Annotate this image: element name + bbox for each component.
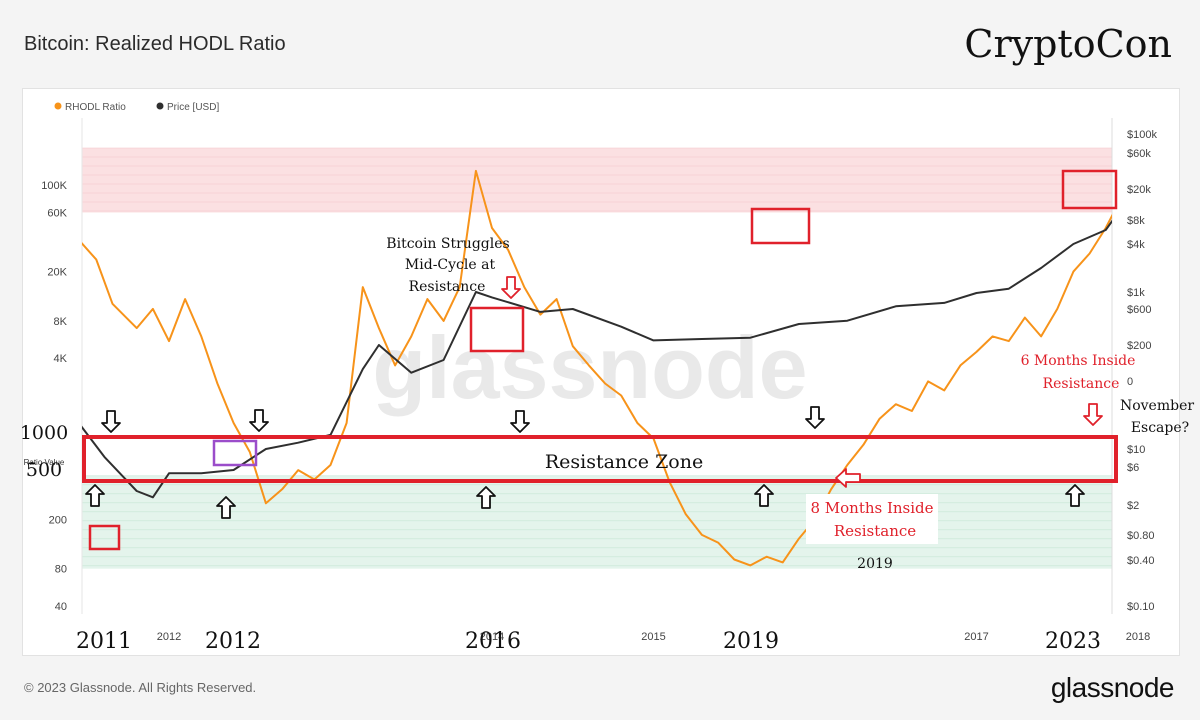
resistance-zone-box (82, 435, 1118, 483)
ratio-value-label: Ratio Value (24, 458, 65, 467)
right-tick-label: $10 (1127, 444, 1145, 456)
eight-months-annotation: 8 Months Inside Resistance (806, 494, 938, 544)
red-down-arrow (501, 276, 521, 299)
highlight-box-2023 (1061, 169, 1118, 210)
left-axis: 40 80 200 4K 8K 20K 60K 100K (41, 180, 67, 613)
year-label-large: 2011 (76, 629, 132, 654)
year-2019-small: 2019 (857, 556, 893, 572)
right-tick-label: $100k (1127, 129, 1157, 141)
large-left-labels: 1000 500 (20, 422, 68, 481)
november-line-1: November (1120, 398, 1194, 414)
price-series-line (82, 219, 1112, 499)
right-tick-label: $20k (1127, 184, 1151, 196)
down-arrow (510, 410, 530, 433)
year-label-large: 2023 (1045, 629, 1101, 654)
cryptocon-logo: CryptoCon (964, 22, 1172, 66)
left-tick-label: 100K (41, 180, 67, 192)
x-tick-label: 2012 (157, 631, 181, 643)
six-months-line-1: 6 Months Inside (1021, 353, 1136, 369)
six-months-annotation: 6 Months Inside Resistance (1021, 353, 1136, 392)
year-label-large: 2019 (723, 629, 779, 654)
copyright-text: © 2023 Glassnode. All Rights Reserved. (24, 680, 257, 695)
right-tick-label: $8k (1127, 215, 1145, 227)
left-tick-label: 8K (54, 316, 68, 328)
right-tick-label: $0.40 (1127, 555, 1155, 567)
up-arrow (1065, 484, 1085, 507)
struggles-line-2: Mid-Cycle at (405, 257, 496, 273)
right-tick-label: $6 (1127, 462, 1139, 474)
down-arrow (249, 409, 269, 432)
left-tick-label-large: 500 (26, 459, 62, 481)
up-arrow (216, 496, 236, 519)
right-tick-label: 0 (1127, 376, 1133, 388)
up-arrow (476, 486, 496, 509)
legend-rhodl-swatch (54, 102, 62, 110)
legend-price-label: Price [USD] (167, 102, 219, 113)
down-arrow (101, 410, 121, 433)
rhodl-series-line (82, 169, 1112, 567)
struggles-line-3: Resistance (409, 279, 486, 295)
year-label-large: 2016 (465, 629, 521, 654)
arrow-markers (85, 276, 1103, 519)
down-arrow (805, 406, 825, 429)
highlight-box-2019 (750, 207, 811, 245)
red-down-arrow (1083, 403, 1103, 426)
x-tick-label: 2017 (964, 631, 988, 643)
large-year-labels: 2011 2012 2016 2019 2023 (76, 629, 1101, 654)
left-tick-label: 20K (47, 267, 67, 279)
left-tick-label: 200 (49, 514, 67, 526)
left-tick-label: 40 (55, 601, 67, 613)
struggles-line-1: Bitcoin Struggles (386, 236, 509, 252)
highlight-box-2016 (469, 306, 525, 353)
eight-months-line-2: Resistance (834, 522, 916, 540)
bottom-zone-band (82, 475, 1112, 569)
x-tick-label: 2018 (1126, 631, 1150, 643)
right-tick-label: $60k (1127, 148, 1151, 160)
right-tick-label: $1k (1127, 287, 1145, 299)
up-arrow (754, 484, 774, 507)
zone-stripes (82, 147, 1112, 567)
legend-price-swatch (156, 102, 164, 110)
x-axis: 20122014201520172018202020212022 (157, 631, 1150, 643)
x-tick-label: 2014 (480, 631, 504, 643)
red-left-arrow (835, 468, 861, 488)
left-tick-label-large: 1000 (20, 422, 68, 444)
left-tick-label: 60K (47, 207, 67, 219)
page-title: Bitcoin: Realized HODL Ratio (24, 33, 286, 55)
november-line-2: Escape? (1131, 420, 1189, 436)
eight-months-line-1: 8 Months Inside (810, 499, 933, 517)
highlight-box-2011 (88, 524, 121, 551)
six-months-line-2: Resistance (1043, 376, 1120, 392)
up-arrow (85, 484, 105, 507)
glassnode-logo: glassnode (1050, 672, 1175, 703)
right-tick-label: $4k (1127, 239, 1145, 251)
left-tick-label: 4K (54, 353, 68, 365)
x-tick-label: 2015 (641, 631, 665, 643)
legend: RHODL Ratio Price [USD] (54, 102, 219, 113)
struggles-annotation: Bitcoin Struggles Mid-Cycle at Resistanc… (386, 236, 509, 295)
right-tick-label: $0.80 (1127, 530, 1155, 542)
legend-rhodl-label: RHODL Ratio (65, 102, 126, 113)
top-zone-band (82, 148, 1112, 213)
right-tick-label: $200 (1127, 340, 1151, 352)
right-tick-label: $0.10 (1127, 601, 1155, 613)
right-tick-label: $600 (1127, 304, 1151, 316)
highlight-box-purple (212, 439, 258, 467)
resistance-zone-label: Resistance Zone (545, 451, 703, 473)
november-annotation: November Escape? (1120, 398, 1194, 436)
right-tick-label: $2 (1127, 500, 1139, 512)
left-tick-label: 80 (55, 564, 67, 576)
year-label-large: 2012 (205, 629, 261, 654)
right-axis: $0.10 $0.40 $0.80 $2 $6 $10 0 $200 $600 $1k $4k $8k… (1127, 129, 1157, 613)
